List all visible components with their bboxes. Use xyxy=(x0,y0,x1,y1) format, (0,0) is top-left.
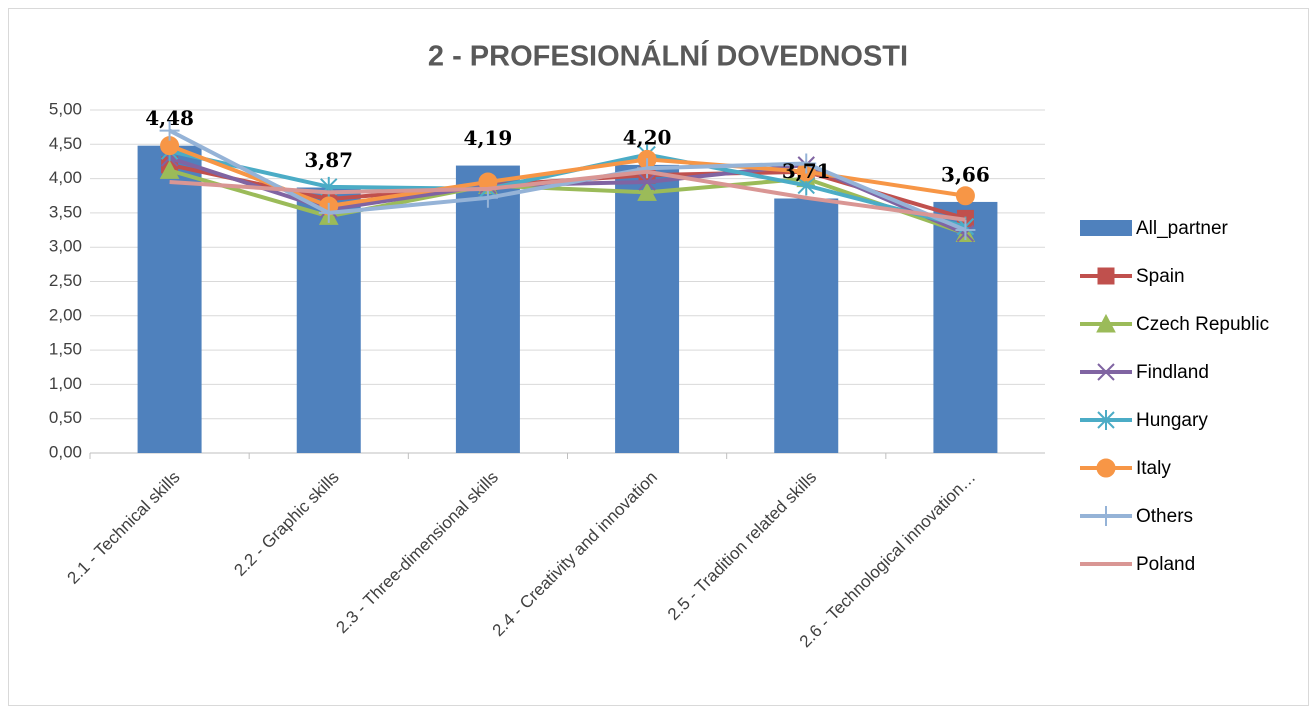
legend-label: Hungary xyxy=(1136,410,1208,431)
data-label: 3,66 xyxy=(941,162,990,186)
legend-label: Czech Republic xyxy=(1136,314,1269,335)
chart-title: 2 - PROFESIONÁLNÍ DOVEDNOSTI xyxy=(428,39,908,73)
marker xyxy=(1097,267,1115,285)
legend-label: Findland xyxy=(1136,362,1209,383)
line xyxy=(169,169,966,222)
bar xyxy=(137,145,202,453)
marker xyxy=(1096,313,1116,333)
data-label: 3,71 xyxy=(782,159,831,183)
legend-item: Italy xyxy=(1080,458,1171,479)
marker xyxy=(955,186,975,206)
legend-item: Hungary xyxy=(1080,410,1208,431)
line xyxy=(168,128,967,232)
y-tick-label: 0,00 xyxy=(49,442,82,461)
marker xyxy=(318,202,339,223)
marker xyxy=(1097,363,1115,381)
data-label: 4,20 xyxy=(623,125,672,149)
bar xyxy=(615,164,680,453)
marker xyxy=(796,153,817,174)
bar xyxy=(455,165,520,454)
marker xyxy=(1097,410,1115,430)
marker xyxy=(477,187,498,208)
legend-item: Findland xyxy=(1080,362,1209,383)
y-tick-label: 2,00 xyxy=(49,305,82,324)
data-label: 3,87 xyxy=(304,148,353,172)
legend-label: All_partner xyxy=(1136,218,1229,239)
marker xyxy=(955,220,976,241)
legend-label: Spain xyxy=(1136,266,1185,287)
y-tick-label: 3,00 xyxy=(49,237,82,256)
marker xyxy=(637,182,657,201)
bar xyxy=(933,201,998,453)
marker xyxy=(638,173,656,191)
legend-swatch xyxy=(1080,220,1132,236)
legend-item: All_partner xyxy=(1080,218,1229,239)
legend-label: Italy xyxy=(1136,458,1171,479)
marker xyxy=(159,160,180,179)
y-tick-label: 0,50 xyxy=(49,408,82,427)
y-tick-label: 4,00 xyxy=(49,168,82,187)
y-tick-label: 1,00 xyxy=(49,374,82,393)
y-tick-label: 5,00 xyxy=(49,99,82,118)
marker xyxy=(159,120,180,141)
bar xyxy=(296,187,361,453)
legend-label: Poland xyxy=(1136,554,1195,575)
y-tick-label: 4,50 xyxy=(49,134,82,153)
y-tick-label: 3,50 xyxy=(49,202,82,221)
data-label: 4,48 xyxy=(145,106,194,130)
legend-item: Czech Republic xyxy=(1080,313,1269,335)
marker xyxy=(637,158,658,179)
marker xyxy=(1096,458,1116,478)
line xyxy=(169,168,967,236)
marker xyxy=(1096,506,1116,526)
legend-item: Spain xyxy=(1080,266,1185,287)
bar xyxy=(774,198,839,453)
legend-item: Others xyxy=(1080,506,1193,527)
y-tick-label: 1,50 xyxy=(49,340,82,359)
legend-label: Others xyxy=(1136,506,1193,527)
legend-item: Poland xyxy=(1080,554,1195,575)
y-tick-label: 2,50 xyxy=(49,271,82,290)
data-label: 4,19 xyxy=(464,126,513,150)
